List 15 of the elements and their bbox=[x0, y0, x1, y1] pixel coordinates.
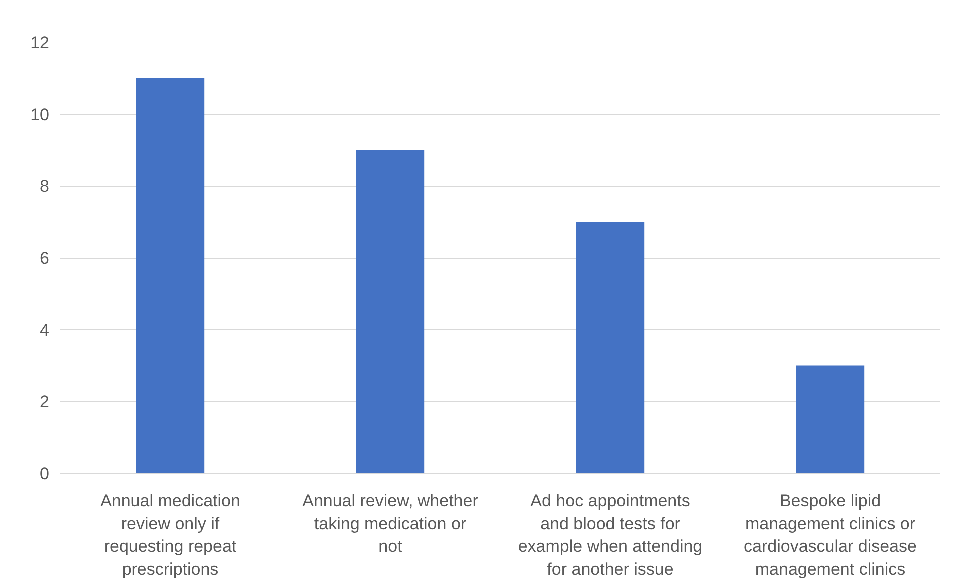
y-tick-label: 12 bbox=[30, 34, 50, 52]
y-tick-label: 10 bbox=[30, 105, 50, 124]
y-tick-label: 6 bbox=[40, 249, 50, 268]
bar bbox=[136, 78, 205, 474]
bar bbox=[576, 222, 645, 474]
bar bbox=[796, 366, 865, 474]
y-tick-label: 2 bbox=[40, 392, 50, 412]
y-tick-label: 8 bbox=[40, 177, 50, 196]
x-tick-label: Annual medication review only if requesting repeat prescriptions bbox=[100, 492, 240, 579]
x-tick-label: Annual review, whether taking medication or not bbox=[302, 492, 479, 556]
x-tick-label: Ad hoc appointments and blood tests for example when attending for another issue bbox=[518, 492, 703, 579]
bar bbox=[356, 150, 425, 474]
y-tick-label: 4 bbox=[40, 320, 50, 340]
y-tick-label: 0 bbox=[40, 464, 50, 484]
x-tick-label: Bespoke lipid management clinics or cardiovascular disease management clinics bbox=[744, 492, 917, 579]
